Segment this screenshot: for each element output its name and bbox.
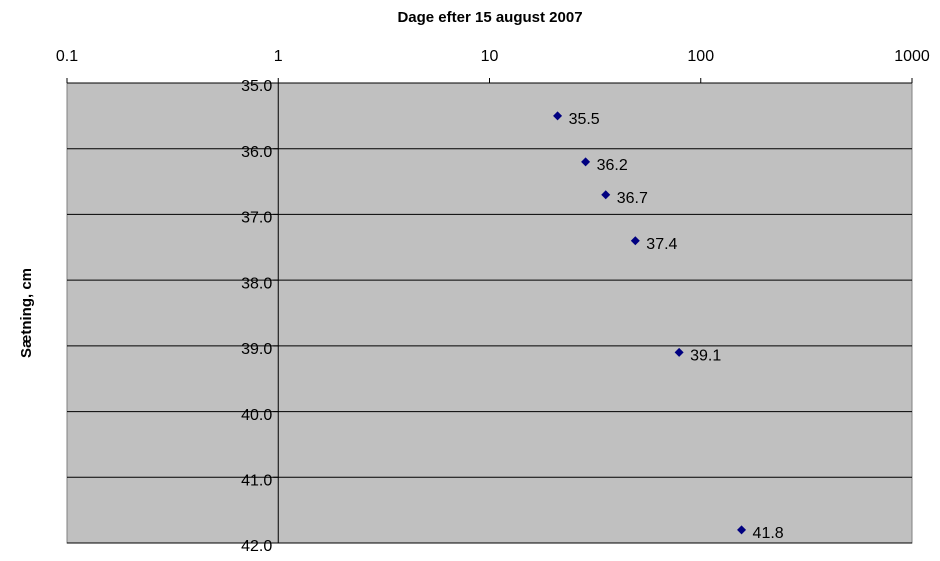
x-tick-label: 0.1 bbox=[56, 48, 78, 65]
x-tick-label: 1 bbox=[274, 48, 283, 65]
y-tick-label: 42.0 bbox=[241, 538, 272, 555]
data-label: 37.4 bbox=[646, 236, 677, 253]
plot-area bbox=[66, 82, 913, 544]
data-point bbox=[737, 525, 747, 535]
data-point bbox=[630, 236, 640, 246]
data-point bbox=[581, 157, 591, 167]
y-tick-label: 38.0 bbox=[241, 275, 272, 292]
y-tick-label: 37.0 bbox=[241, 210, 272, 227]
x-tick-label: 1000 bbox=[894, 48, 930, 65]
y-tick-label: 39.0 bbox=[241, 341, 272, 358]
data-point bbox=[553, 111, 563, 121]
x-tick-label: 100 bbox=[687, 48, 714, 65]
y-tick-label: 35.0 bbox=[241, 78, 272, 95]
data-label: 39.1 bbox=[690, 348, 721, 365]
chart-title: Dage efter 15 august 2007 bbox=[397, 9, 582, 26]
x-tick-label: 10 bbox=[481, 48, 499, 65]
y-axis-label: Sætning, cm bbox=[18, 268, 35, 358]
data-label: 36.7 bbox=[617, 190, 648, 207]
data-point bbox=[674, 347, 684, 357]
data-label: 35.5 bbox=[569, 111, 600, 128]
data-label: 36.2 bbox=[597, 157, 628, 174]
y-tick-label: 41.0 bbox=[241, 473, 272, 490]
y-tick-label: 36.0 bbox=[241, 144, 272, 161]
data-point bbox=[601, 190, 611, 200]
data-label: 41.8 bbox=[753, 525, 784, 542]
y-tick-label: 40.0 bbox=[241, 407, 272, 424]
